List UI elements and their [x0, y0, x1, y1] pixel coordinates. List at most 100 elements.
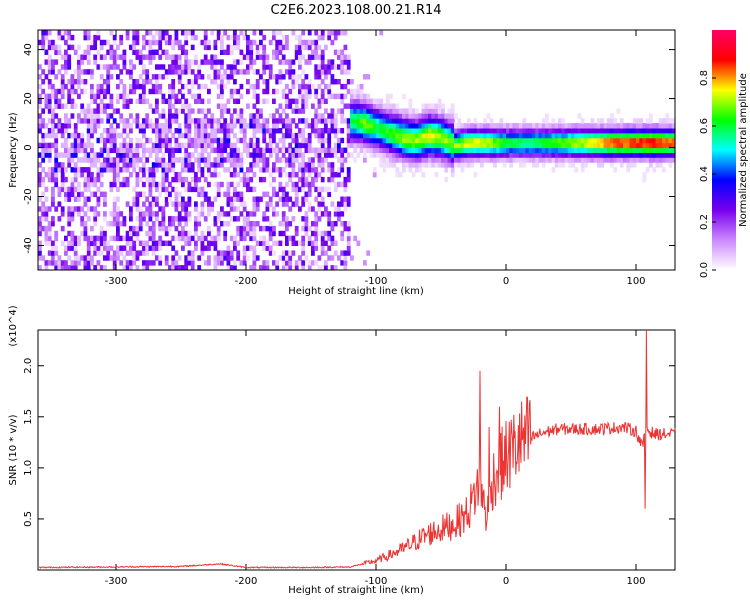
spectrogram-cell [135, 142, 140, 149]
spectrogram-cell [38, 250, 42, 256]
spectrogram-cell [171, 79, 176, 85]
spectrogram-cell [298, 54, 302, 60]
spectrogram-cell [294, 230, 299, 237]
spectrogram-cell [174, 128, 179, 134]
spectrogram-cell [356, 123, 361, 129]
spectrogram-cell [363, 108, 367, 114]
spectrogram-cell [184, 118, 189, 124]
spectrogram-cell [125, 132, 130, 139]
spectrogram-cell [122, 245, 127, 251]
spectrogram-cell [343, 103, 348, 109]
spectrogram-cell [73, 260, 78, 266]
spectrogram-cell [60, 128, 65, 134]
spectrogram-cell [93, 113, 98, 119]
spectrogram-cell [223, 83, 228, 90]
spectrogram-cell [77, 44, 81, 51]
spectrogram-cell [70, 191, 75, 197]
snr-x-tick-label: -100 [365, 576, 388, 587]
spectrogram-cell [86, 157, 91, 163]
spectrogram-cell [229, 255, 234, 261]
spectrogram-cell [317, 230, 322, 237]
spectrogram-cell [213, 265, 218, 271]
spectrogram-cell [288, 74, 293, 80]
spectrogram-cell [112, 260, 117, 266]
spectrogram-cell [606, 157, 611, 163]
spectrogram-cell [265, 216, 270, 222]
spectrogram-cell [203, 39, 208, 46]
spectrogram-cell [294, 74, 299, 80]
spectrogram-cell [197, 152, 202, 158]
spectrogram-cell [541, 132, 546, 139]
spectrogram-cell [278, 167, 283, 173]
spectrogram-cell [327, 88, 332, 95]
spectrogram-cell [99, 108, 104, 114]
spectrogram-cell [327, 113, 332, 119]
spectrogram-cell [239, 49, 244, 55]
spectrogram-cell [38, 142, 42, 149]
spectrogram-cell [57, 255, 62, 261]
spectrogram-cell [649, 152, 653, 158]
spectrogram-cell [574, 152, 579, 158]
spectrogram-cell [252, 255, 257, 261]
spectrogram-cell [164, 142, 169, 149]
spectrogram-cell [265, 260, 270, 266]
spectrogram-cell [532, 152, 536, 158]
spectrogram-cell [51, 59, 55, 65]
spectrogram-cell [515, 137, 520, 144]
spectrogram-cell [512, 147, 517, 153]
spectrogram-cell [395, 142, 400, 149]
spectrogram-cell [210, 132, 215, 139]
spectrogram-cell [346, 137, 351, 144]
spectrogram-cell [116, 54, 120, 60]
spectrogram-cell [372, 132, 377, 139]
spectrogram-cell [340, 250, 345, 256]
spectrogram-cell [190, 83, 195, 90]
spectrogram-cell [129, 157, 133, 163]
spectrogram-cell [132, 196, 137, 202]
spectrogram-cell [668, 142, 673, 149]
spectrogram-cell [522, 142, 527, 149]
spectrogram-cell [60, 240, 65, 246]
spectrogram-cell [272, 74, 276, 80]
spectrogram-cell [184, 49, 189, 55]
spectrogram-cell [535, 142, 540, 149]
spectrogram-cell [200, 157, 205, 163]
spectrogram-cell [96, 260, 101, 266]
spectrogram-cell [158, 181, 163, 188]
spectrogram-cell [119, 147, 124, 153]
spectrogram-cell [496, 142, 501, 149]
spectrogram-cell [642, 176, 647, 183]
spectrogram-cell [437, 147, 442, 153]
spectrogram-cell [272, 191, 276, 197]
spectrogram-cell [317, 98, 322, 104]
spectrogram-cell [122, 93, 127, 100]
spectrogram-cell [389, 137, 393, 144]
spectrogram-cell [207, 108, 211, 114]
spectrogram-cell [551, 118, 556, 124]
spectrogram-cell [194, 201, 198, 207]
spectrogram-cell [122, 49, 127, 55]
spectrogram-y-axis-label: Frequency (Hz) [8, 112, 19, 188]
spectrogram-cell [106, 74, 111, 80]
spectrogram-cell [665, 118, 670, 124]
spectrogram-cell [636, 123, 640, 129]
spectrogram-cell [207, 88, 211, 95]
spectrogram-cell [642, 157, 647, 163]
spectrogram-cell [197, 137, 202, 144]
spectrogram-cell [268, 74, 273, 80]
spectrogram-cell [395, 137, 400, 144]
spectrogram-cell [597, 142, 601, 149]
spectrogram-cell [408, 108, 413, 114]
spectrogram-cell [275, 39, 280, 46]
spectrogram-cell [489, 147, 494, 153]
spectrogram-cell [203, 108, 208, 114]
spectrogram-cell [168, 225, 172, 232]
spectrogram-cell [73, 245, 78, 251]
spectrogram-cell [171, 113, 176, 119]
spectrogram-cell [142, 201, 146, 207]
spectrogram-cell [155, 118, 159, 124]
spectrogram-cell [304, 83, 309, 90]
spectrogram-cell [171, 93, 176, 100]
spectrogram-cell [320, 201, 325, 207]
spectrogram-cell [304, 147, 309, 153]
